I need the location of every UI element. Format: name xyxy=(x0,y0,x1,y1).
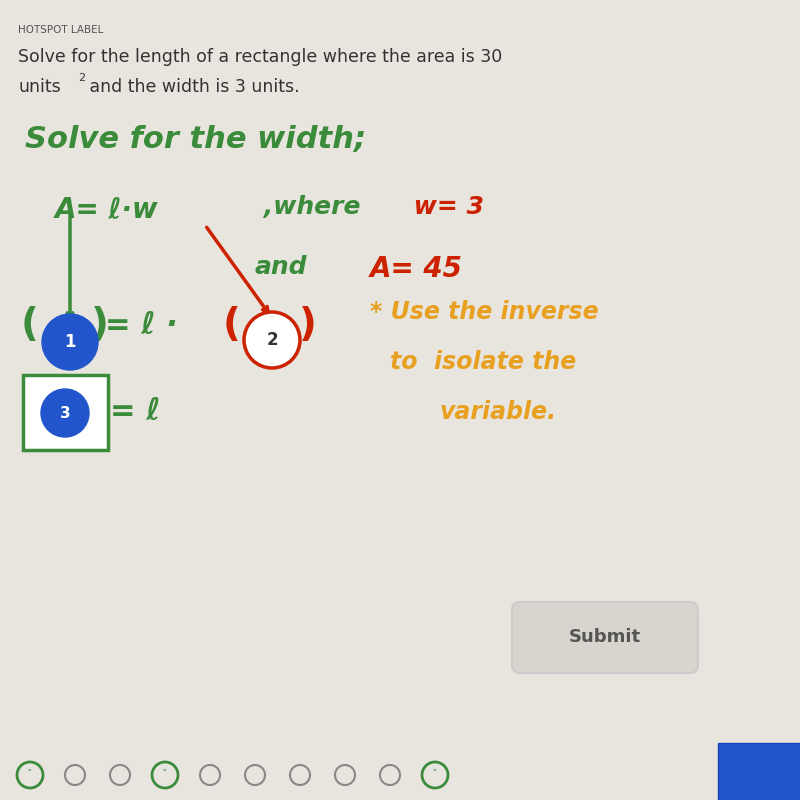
Text: Submit: Submit xyxy=(569,629,641,646)
Text: ˇ: ˇ xyxy=(27,770,33,780)
Text: ,where: ,where xyxy=(255,195,361,219)
FancyBboxPatch shape xyxy=(512,602,698,673)
Text: 2: 2 xyxy=(78,73,85,83)
Text: Solve for the length of a rectangle where the area is 30: Solve for the length of a rectangle wher… xyxy=(18,48,502,66)
Text: 1: 1 xyxy=(64,333,76,351)
Text: ): ) xyxy=(299,306,317,344)
Text: = ℓ: = ℓ xyxy=(110,398,161,426)
Text: units: units xyxy=(18,78,61,96)
FancyBboxPatch shape xyxy=(718,743,800,800)
Text: ˇ: ˇ xyxy=(432,770,438,780)
Text: ): ) xyxy=(91,306,109,344)
Text: (: ( xyxy=(21,306,39,344)
FancyBboxPatch shape xyxy=(23,375,108,450)
Text: ˇ: ˇ xyxy=(162,770,168,780)
Text: variable.: variable. xyxy=(440,400,557,424)
Text: Solve for the width;: Solve for the width; xyxy=(25,125,366,154)
Text: and: and xyxy=(255,255,307,279)
Text: * Use the inverse: * Use the inverse xyxy=(370,300,598,324)
Circle shape xyxy=(41,389,89,437)
Text: w= 3: w= 3 xyxy=(405,195,484,219)
Text: = ℓ ·: = ℓ · xyxy=(105,310,178,339)
Circle shape xyxy=(244,312,300,368)
Text: 3: 3 xyxy=(60,406,70,421)
Text: and the width is 3 units.: and the width is 3 units. xyxy=(84,78,300,96)
Text: A= 45: A= 45 xyxy=(370,255,463,283)
Text: HOTSPOT LABEL: HOTSPOT LABEL xyxy=(18,25,103,35)
Text: A= ℓ·w: A= ℓ·w xyxy=(55,195,158,223)
Circle shape xyxy=(42,314,98,370)
Text: 2: 2 xyxy=(266,331,278,349)
Text: to  isolate the: to isolate the xyxy=(390,350,576,374)
Text: (: ( xyxy=(223,306,241,344)
